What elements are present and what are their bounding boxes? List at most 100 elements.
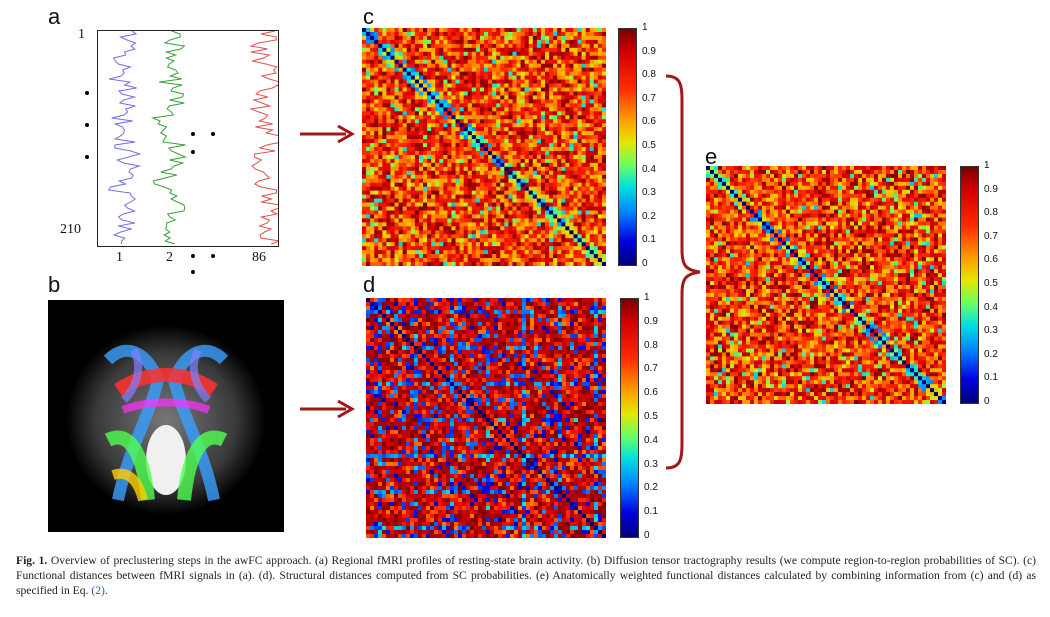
matrix-cell [442,302,447,307]
matrix-cell [410,63,416,69]
matrix-cell [390,226,395,231]
matrix-cell [492,31,497,37]
matrix-cell [443,143,448,148]
matrix-cell [467,31,473,37]
matrix-cell [516,162,521,168]
matrix-cell [598,314,603,319]
matrix-cell [536,103,542,108]
matrix-cell [478,314,483,319]
matrix-cell [589,79,595,84]
matrix-cell [414,302,419,307]
matrix-cell [589,170,595,176]
matrix-cell [402,95,408,100]
matrix-cell [494,334,499,339]
matrix-cell [471,262,477,266]
matrix-cell [366,206,371,211]
matrix-cell [423,39,428,45]
matrix-cell [506,330,511,335]
matrix-cell [467,75,473,80]
matrix-cell [498,330,503,335]
matrix-cell [427,162,432,168]
matrix-cell [447,51,452,57]
matrix-cell [506,354,511,359]
matrix-cell [520,115,526,120]
matrix-cell [494,322,499,327]
matrix-cell [451,67,456,73]
matrix-cell [475,59,481,65]
matrix-cell [431,39,436,45]
matrix-cell [370,190,375,195]
matrix-cell [557,226,562,231]
matrix-cell [504,55,509,61]
matrix-cell [484,154,489,160]
matrix-cell [484,258,489,263]
matrix-cell [593,75,599,80]
matrix-cell [508,234,513,239]
matrix-cell [488,103,493,108]
matrix-cell [394,43,399,49]
matrix-cell [585,99,591,104]
matrix-cell [597,67,603,73]
matrix-cell [520,178,526,184]
matrix-cell [478,358,483,363]
matrix-cell [390,350,395,355]
matrix-cell [366,95,371,100]
matrix-cell [522,370,527,375]
matrix-cell [558,362,563,367]
matrix-cell [508,131,513,136]
matrix-cell [570,366,575,371]
matrix-cell [488,59,493,65]
matrix-cell [459,226,465,231]
matrix-cell [410,59,416,65]
matrix-cell [508,178,513,184]
matrix-cell [597,202,603,207]
matrix-cell [451,150,456,156]
matrix-cell [506,302,511,307]
matrix-cell [582,338,587,343]
matrix-cell [455,47,460,53]
matrix-cell [508,135,513,140]
matrix-cell [438,342,443,347]
matrix-cell [565,111,570,116]
matrix-cell [439,250,444,255]
matrix-cell [450,338,455,343]
matrix-cell [581,99,587,104]
matrix-cell [506,298,511,303]
matrix-cell [370,174,375,180]
matrix-cell [390,190,395,195]
matrix-cell [474,314,479,319]
matrix-cell [536,254,542,259]
matrix-cell [386,218,391,223]
matrix-cell [467,39,473,45]
matrix-cell [459,262,465,266]
matrix-cell [443,67,448,73]
matrix-cell [422,306,427,311]
matrix-cell [390,55,395,61]
matrix-cell [577,55,582,61]
matrix-cell [435,127,440,132]
matrix-cell [602,374,606,379]
matrix-cell [553,59,558,65]
matrix-cell [418,302,423,307]
matrix-cell [443,182,448,188]
matrix-cell [382,238,387,243]
matrix-cell [406,362,411,367]
matrix-cell [538,310,543,315]
matrix-cell [585,222,591,227]
matrix-cell [500,87,505,92]
matrix-cell [532,182,538,188]
matrix-cell [451,28,456,33]
matrix-cell [504,99,509,104]
matrix-cell [427,182,432,188]
matrix-cell [565,166,570,172]
matrix-cell [382,99,387,104]
matrix-cell [455,162,460,168]
matrix-cell [434,310,439,315]
matrix-cell [414,135,420,140]
matrix-cell [370,115,375,120]
matrix-cell [590,350,595,355]
matrix-cell [590,378,595,383]
matrix-cell [406,262,412,266]
matrix-cell [427,123,432,128]
matrix-cell [431,150,436,156]
